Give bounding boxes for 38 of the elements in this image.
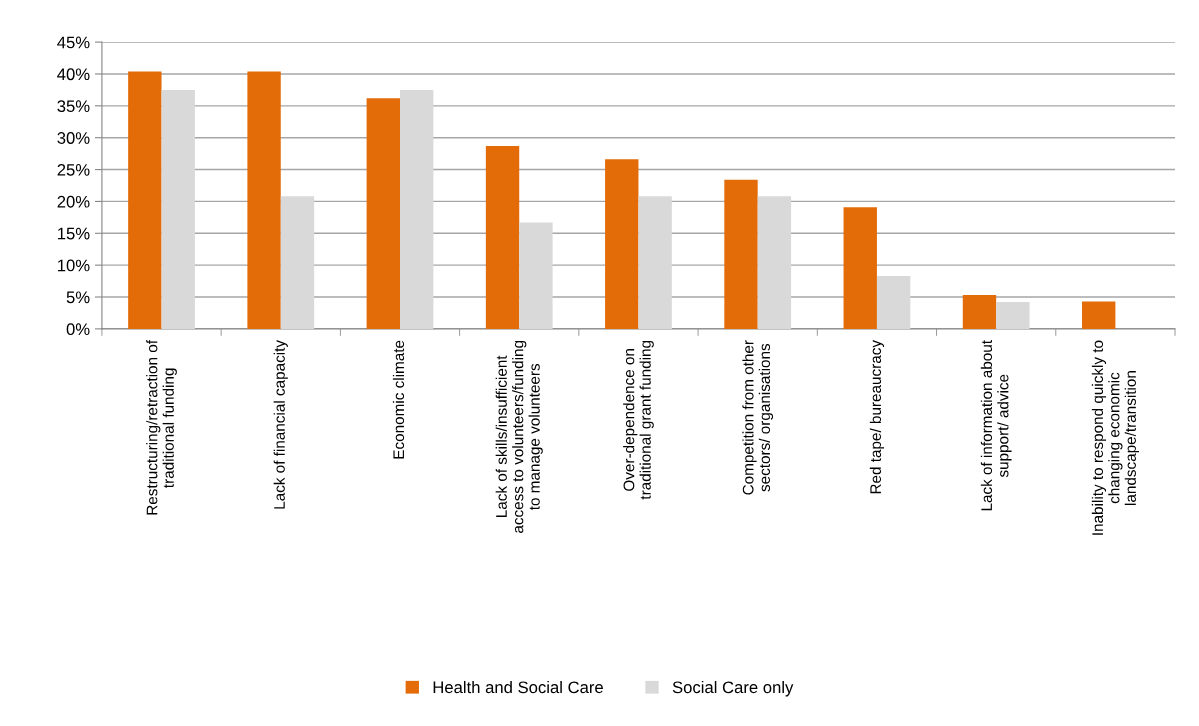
bar — [724, 179, 758, 329]
y-tick-label: 35% — [57, 100, 90, 113]
bar — [519, 222, 553, 329]
bar — [161, 89, 195, 329]
x-tick-label: Over-dependence on traditional grant funding — [623, 340, 654, 500]
bar — [757, 196, 792, 329]
bar — [638, 196, 672, 329]
legend-label: Social Care only — [672, 680, 794, 697]
x-tick-label: Lack of skills/insufficient access to volunteers/funding to manage volunteers — [495, 340, 543, 533]
bar — [400, 89, 434, 329]
y-tick-label: 25% — [57, 163, 90, 176]
x-tick-label: Lack of financial capacity — [273, 340, 288, 509]
bar — [843, 207, 877, 329]
y-tick-label: 5% — [66, 291, 90, 304]
x-tick-label: Inability to respond quickly to changing economic landscape/transition — [1091, 340, 1139, 535]
bar — [962, 295, 997, 329]
x-tick-label: Lack of information about support/ advice — [980, 340, 1012, 511]
bar — [485, 145, 520, 329]
y-tick-label: 15% — [58, 227, 90, 240]
bar — [605, 159, 639, 329]
bar — [876, 275, 911, 329]
legend-label: Health and Social Care — [433, 680, 603, 694]
bar — [996, 302, 1030, 329]
bar — [366, 98, 400, 329]
bar — [1082, 301, 1116, 329]
x-tick-label: Restructuring/retraction of traditional funding — [146, 339, 177, 515]
y-tick-label: 30% — [57, 132, 90, 144]
x-tick-label: Competition from other sectors/ organisations — [742, 340, 774, 495]
bar — [128, 71, 162, 329]
y-tick-label: 40% — [57, 68, 90, 81]
y-tick-label: 20% — [57, 195, 90, 208]
bar — [247, 71, 281, 329]
x-tick-label: Economic climate — [392, 340, 405, 459]
x-tick-label: Red tape/ bureaucracy — [869, 340, 885, 494]
y-tick-label: 10% — [58, 259, 90, 272]
y-tick-label: 45% — [57, 36, 90, 49]
y-tick-label: 0% — [66, 323, 90, 336]
bar — [280, 196, 315, 329]
